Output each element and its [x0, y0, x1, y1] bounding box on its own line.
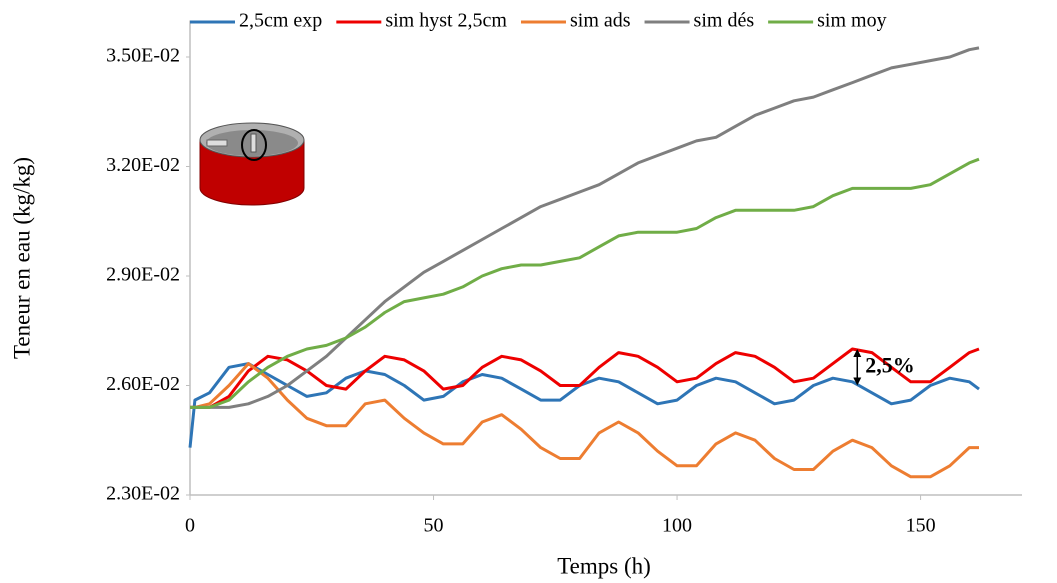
y-axis-title: Teneur en eau (kg/kg)	[9, 157, 34, 359]
data-line	[190, 157, 980, 409]
legend-label: sim dés	[694, 10, 755, 32]
x-tick-label: 100	[662, 515, 692, 537]
y-tick-label: 3.20E-02	[106, 154, 180, 176]
x-tick-label: 150	[906, 515, 936, 537]
legend-label: 2,5cm exp	[239, 10, 322, 32]
y-tick-label: 2.30E-02	[106, 483, 180, 505]
x-axis-title: Temps (h)	[557, 553, 651, 578]
y-tick-label: 2.90E-02	[106, 264, 180, 286]
data-line	[190, 347, 980, 409]
annotation-label: 2,5%	[865, 352, 915, 377]
legend-label: sim moy	[817, 10, 886, 32]
container-icon	[199, 122, 305, 206]
data-line	[190, 46, 980, 409]
data-line	[190, 362, 979, 479]
legend-label: sim hyst 2,5cm	[385, 10, 507, 32]
x-tick-label: 0	[185, 515, 195, 537]
y-tick-label: 2.60E-02	[106, 373, 180, 395]
x-tick-label: 50	[424, 515, 444, 537]
y-tick-label: 3.50E-02	[106, 45, 180, 67]
legend-label: sim ads	[570, 10, 631, 32]
data-line	[188, 362, 980, 448]
